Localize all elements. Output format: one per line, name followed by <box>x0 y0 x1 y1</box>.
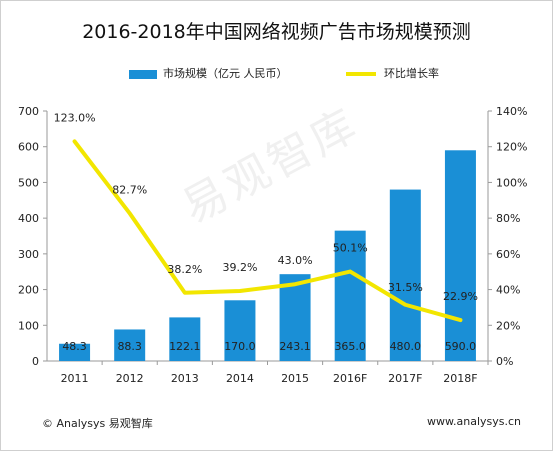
y-right-tick-label: 40% <box>496 284 520 297</box>
bar <box>279 274 311 361</box>
y-left-tick-label: 400 <box>18 212 39 225</box>
footer-source: © Analysys 易观智库 <box>42 417 153 430</box>
y-right-tick-label: 100% <box>496 176 527 189</box>
y-right-tick-label: 20% <box>496 319 520 332</box>
y-right-tick-label: 60% <box>496 248 520 261</box>
legend-label-market-size: 市场规模（亿元 人民币） <box>163 67 288 80</box>
y-right-tick-label: 120% <box>496 141 527 154</box>
bar-value-label: 243.1 <box>279 340 311 353</box>
legend-item-growth-rate: 环比增长率 <box>346 65 439 81</box>
y-left-tick-label: 300 <box>18 248 39 261</box>
bar-value-label: 365.0 <box>334 340 366 353</box>
x-tick-label: 2011 <box>61 372 89 385</box>
x-tick-label: 2018F <box>443 372 477 385</box>
y-left-tick-label: 200 <box>18 284 39 297</box>
growth-rate-line <box>72 139 463 323</box>
bar <box>389 189 421 361</box>
y-left-tick-label: 100 <box>18 319 39 332</box>
growth-rate-label: 31.5% <box>388 281 423 294</box>
y-left-tick-label: 600 <box>18 141 39 154</box>
bar <box>114 329 146 361</box>
bar <box>169 317 201 361</box>
y-right-tick-label: 80% <box>496 212 520 225</box>
y-right-tick-label: 0% <box>496 355 513 368</box>
bar <box>59 343 91 361</box>
x-tick-label: 2016F <box>333 372 367 385</box>
y-left-tick-label: 500 <box>18 176 39 189</box>
growth-rate-label: 82.7% <box>112 183 147 196</box>
growth-rate-label: 43.0% <box>278 254 313 267</box>
growth-rate-label: 39.2% <box>222 261 257 274</box>
x-tick-label: 2013 <box>171 372 199 385</box>
x-tick-label: 2012 <box>116 372 144 385</box>
growth-rate-label: 123.0% <box>54 111 96 124</box>
x-tick-label: 2017F <box>388 372 422 385</box>
y-left-tick-label: 700 <box>18 105 39 118</box>
bar-value-label: 590.0 <box>445 340 477 353</box>
bar-value-label: 170.0 <box>224 340 256 353</box>
legend-item-market-size: 市场规模（亿元 人民币） <box>129 65 288 81</box>
legend-bar-swatch <box>129 69 157 79</box>
bar <box>334 230 366 361</box>
y-left-tick-label: 0 <box>32 355 39 368</box>
bar-value-label: 480.0 <box>390 340 422 353</box>
x-tick-label: 2015 <box>281 372 309 385</box>
bar <box>224 300 256 361</box>
legend-label-growth-rate: 环比增长率 <box>384 67 439 80</box>
bar-value-label: 88.3 <box>117 340 142 353</box>
growth-rate-label: 50.1% <box>333 242 368 255</box>
bar-value-label: 122.1 <box>169 340 201 353</box>
chart-title: 2016-2018年中国网络视频广告市场规模预测 <box>82 21 471 43</box>
bar-value-label: 48.3 <box>62 340 87 353</box>
growth-rate-label: 38.2% <box>167 263 202 276</box>
bar <box>444 150 476 361</box>
y-right-tick-label: 140% <box>496 105 527 118</box>
legend-line-swatch <box>346 72 376 76</box>
growth-rate-label: 22.9% <box>443 290 478 303</box>
footer-website: www.analysys.cn <box>427 415 521 428</box>
x-tick-label: 2014 <box>226 372 254 385</box>
